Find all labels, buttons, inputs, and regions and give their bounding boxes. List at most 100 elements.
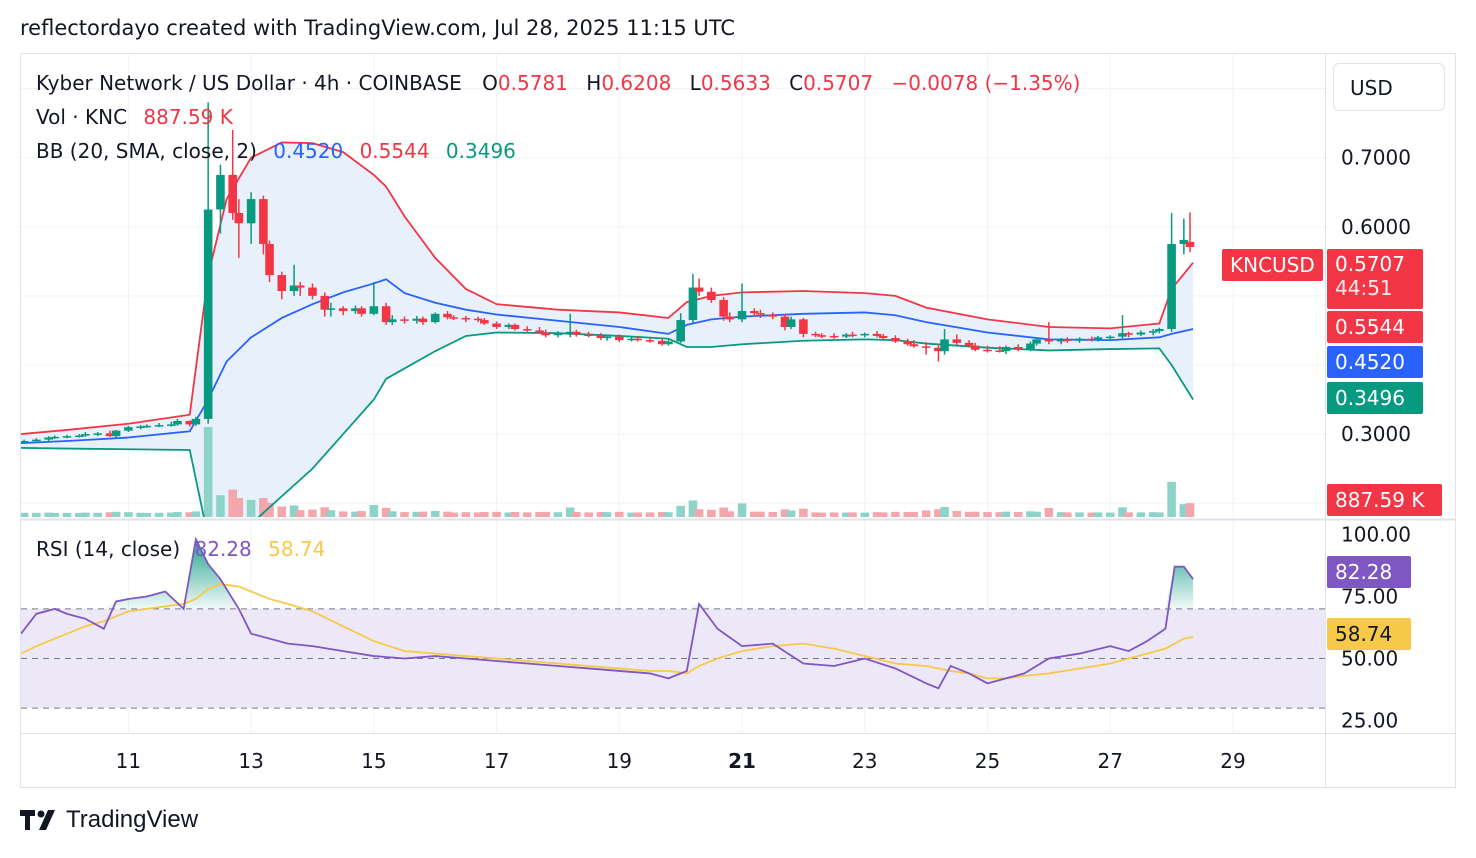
rsi-tick-label: 100.00 xyxy=(1341,522,1411,546)
candle-body xyxy=(725,316,735,320)
candle-body xyxy=(259,199,268,245)
candle-body xyxy=(461,317,471,320)
currency-selector[interactable]: USD xyxy=(1333,63,1445,111)
bollinger-upper-value: 0.5544 xyxy=(359,139,430,163)
volume-bar xyxy=(191,511,201,517)
candle-body xyxy=(602,336,612,339)
candle-body xyxy=(400,319,409,321)
candle-body xyxy=(522,329,532,331)
candle-body xyxy=(952,339,962,343)
volume-bar xyxy=(1118,507,1127,517)
volume-value: 887.59 K xyxy=(143,105,233,129)
candle-body xyxy=(75,435,84,437)
candle-body xyxy=(664,341,673,345)
high-label: H xyxy=(586,71,602,95)
volume-bar xyxy=(1136,512,1146,517)
volume-bar xyxy=(136,512,145,517)
volume-bar xyxy=(412,511,422,517)
volume-bar xyxy=(995,512,1005,517)
volume-bar xyxy=(510,512,520,517)
bollinger-basis-line xyxy=(21,278,1194,444)
volume-bar xyxy=(842,512,851,517)
rsi-overbought-fill xyxy=(21,539,1194,609)
volume-bar xyxy=(1185,503,1195,517)
candle-body xyxy=(645,340,655,342)
bollinger-band-fill xyxy=(21,142,1194,517)
volume-bar xyxy=(338,511,348,517)
tradingview-logo-icon xyxy=(20,810,55,830)
candle-body xyxy=(369,306,379,314)
symbol-title[interactable]: Kyber Network / US Dollar · 4h · COINBAS… xyxy=(36,71,462,95)
volume-legend[interactable]: Vol · KNC 887.59 K xyxy=(36,105,233,129)
change-value: −0.0078 (−1.35%) xyxy=(891,71,1081,95)
volume-bar xyxy=(105,512,115,517)
rsi-ma-value: 58.74 xyxy=(268,537,326,561)
time-tick-label: 15 xyxy=(361,749,386,773)
volume-bar xyxy=(418,511,428,517)
close-label: C xyxy=(789,71,804,95)
volume-bar xyxy=(369,504,379,517)
candle-body xyxy=(277,275,287,292)
low-value: 0.5633 xyxy=(700,71,771,95)
volume-bar xyxy=(1167,481,1176,517)
bollinger-legend[interactable]: BB (20, SMA, close, 2) 0.4520 0.5544 0.3… xyxy=(36,139,516,163)
candle-body xyxy=(615,336,624,341)
candle-body xyxy=(891,338,900,342)
volume-bar xyxy=(1075,512,1084,517)
volume-bar xyxy=(811,512,820,517)
volume-bar xyxy=(940,506,949,517)
volume-bar xyxy=(75,512,84,517)
volume-label: Vol · KNC xyxy=(36,105,128,129)
volume-bar xyxy=(320,507,330,517)
volume-bar xyxy=(565,507,575,517)
tradingview-wordmark: TradingView xyxy=(66,806,199,833)
candle-body xyxy=(21,440,29,443)
candle-body xyxy=(1001,347,1011,352)
rsi-legend[interactable]: RSI (14, close) 82.28 58.74 xyxy=(36,537,325,561)
candle-body xyxy=(633,338,643,341)
candle-body xyxy=(909,344,919,347)
time-tick-label: 29 xyxy=(1220,749,1245,773)
volume-bar xyxy=(903,512,913,517)
volume-bar xyxy=(1026,511,1035,517)
candle-body xyxy=(707,291,716,301)
candle-body xyxy=(1075,338,1084,341)
volume-bar xyxy=(1093,512,1103,517)
volume-bar xyxy=(719,507,728,517)
volume-bar xyxy=(983,512,992,517)
volume-bar xyxy=(381,507,391,517)
candle-body xyxy=(62,436,72,438)
volume-bar xyxy=(1001,511,1011,517)
candle-body xyxy=(32,439,41,442)
volume-bar xyxy=(167,512,176,517)
price-tick-label: 0.3000 xyxy=(1341,422,1411,446)
volume-bar xyxy=(185,512,195,517)
volume-bar xyxy=(461,512,471,517)
volume-bar xyxy=(1087,512,1097,517)
volume-bar xyxy=(93,512,103,517)
volume-bar xyxy=(228,489,238,517)
candle-body xyxy=(295,285,305,288)
candle-body xyxy=(1118,333,1127,337)
close-value: 0.5707 xyxy=(803,71,874,95)
candle-body xyxy=(1167,244,1176,330)
volume-bar xyxy=(768,512,778,517)
candle-body xyxy=(246,199,256,224)
candle-body xyxy=(817,335,827,337)
candle-body xyxy=(412,318,422,321)
candle-body xyxy=(308,287,317,296)
chart-frame xyxy=(20,53,1456,788)
rsi-badge: 82.28 xyxy=(1327,556,1411,588)
bollinger-lower-badge: 0.3496 xyxy=(1327,382,1423,414)
candle-body xyxy=(719,300,728,317)
price-tick-label: 0.7000 xyxy=(1341,146,1411,170)
tradingview-logo[interactable]: TradingView xyxy=(20,806,198,834)
candle-body xyxy=(553,333,563,336)
volume-bar xyxy=(657,512,667,517)
volume-bar xyxy=(173,512,182,517)
candle-body xyxy=(1093,337,1103,340)
volume-bar xyxy=(750,511,759,517)
candle-body xyxy=(173,420,182,425)
volume-bar xyxy=(645,512,655,517)
